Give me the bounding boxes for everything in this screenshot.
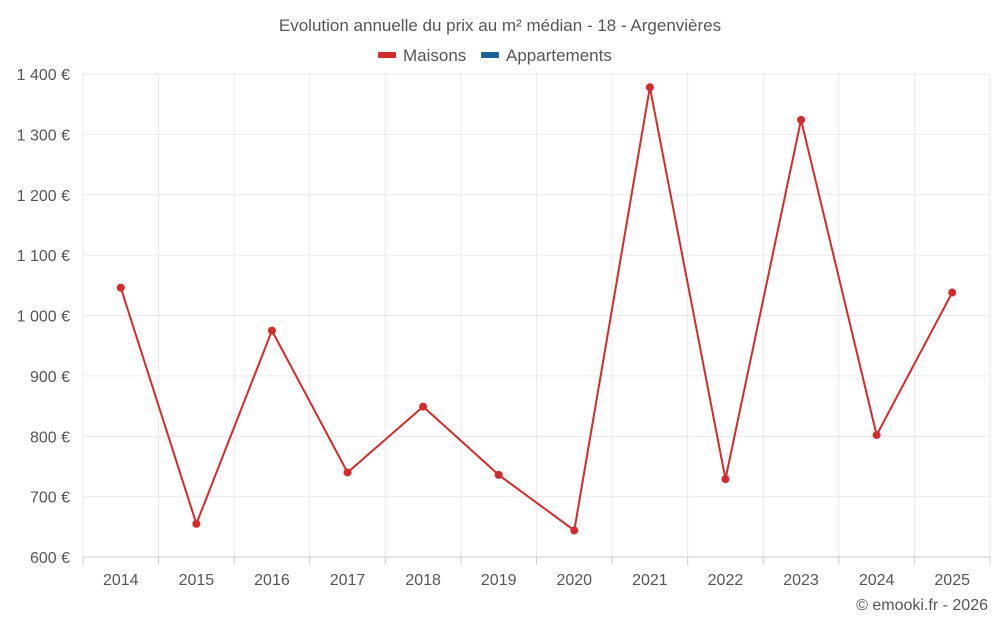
data-point[interactable] <box>645 83 654 92</box>
y-tick-label: 1 000 € <box>17 309 70 326</box>
data-point[interactable] <box>494 470 503 479</box>
series-group <box>116 83 957 535</box>
data-point[interactable] <box>192 519 201 528</box>
x-axis: 2014 2015 2016 2017 2018 2019 2020 2021 2022 2023… <box>82 556 991 589</box>
x-tick-label: 2017 <box>330 572 366 589</box>
y-tick-label: 700 € <box>30 490 70 507</box>
data-point[interactable] <box>116 283 125 292</box>
y-tick-label: 1 300 € <box>17 127 70 144</box>
x-tick-label: 2018 <box>405 572 441 589</box>
y-tick-label: 600 € <box>30 550 70 567</box>
legend: Maisons Appartements <box>378 46 612 65</box>
y-tick-label: 1 100 € <box>17 248 70 265</box>
y-tick-label: 800 € <box>30 429 70 446</box>
legend-item[interactable]: Appartements <box>506 46 612 65</box>
series-line-maisons <box>119 86 954 532</box>
legend-swatch <box>481 52 499 58</box>
y-axis: 600 € 700 € 800 € 900 € 1 000 € 1 100 € 1 200 … <box>17 67 70 567</box>
data-point[interactable] <box>267 326 276 335</box>
x-tick-label: 2023 <box>783 572 819 589</box>
data-point[interactable] <box>872 431 881 440</box>
x-tick-label: 2021 <box>632 572 668 589</box>
y-tick-label: 1 400 € <box>17 67 70 84</box>
x-tick-label: 2016 <box>254 572 290 589</box>
x-tick-label: 2022 <box>708 572 744 589</box>
grid <box>82 73 991 558</box>
x-tick-label: 2025 <box>934 572 970 589</box>
x-tick-label: 2019 <box>481 572 517 589</box>
data-point[interactable] <box>797 115 806 124</box>
credit-text: © emooki.fr - 2026 <box>856 597 988 614</box>
y-tick-label: 1 200 € <box>17 188 70 205</box>
data-point[interactable] <box>570 526 579 535</box>
x-tick-label: 2020 <box>556 572 592 589</box>
data-point[interactable] <box>721 475 730 484</box>
x-tick-label: 2024 <box>859 572 895 589</box>
data-point[interactable] <box>343 468 352 477</box>
x-tick-label: 2014 <box>103 572 139 589</box>
legend-item[interactable]: Maisons <box>403 46 466 65</box>
y-tick-label: 900 € <box>30 369 70 386</box>
legend-swatch <box>378 52 396 58</box>
data-point[interactable] <box>419 402 428 411</box>
data-point[interactable] <box>948 288 957 297</box>
x-tick-label: 2015 <box>179 572 215 589</box>
chart-title: Evolution annuelle du prix au m² médian … <box>279 16 721 35</box>
